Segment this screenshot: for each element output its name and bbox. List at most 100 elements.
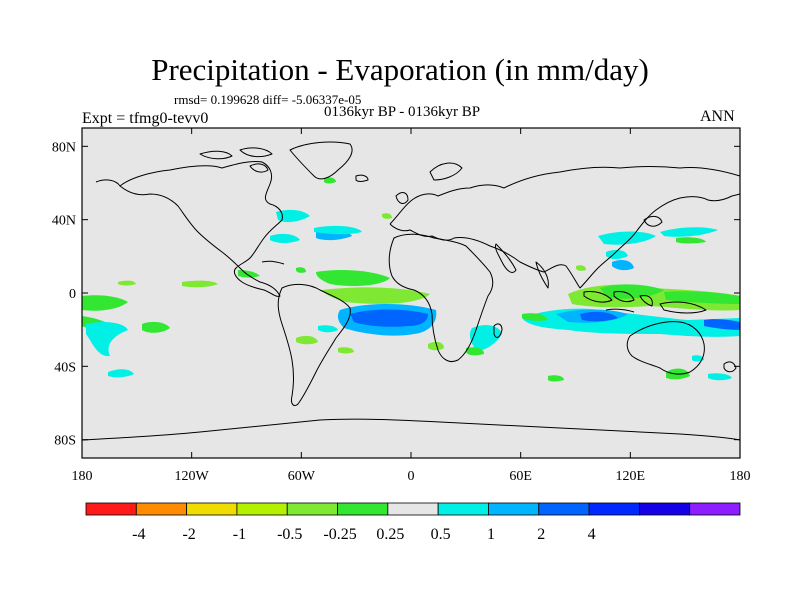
colorbar-swatch [236,502,288,516]
colorbar-label: 2 [537,526,545,543]
colorbar-label: -4 [132,526,145,543]
lon-tick-label: 60W [288,469,316,484]
anomaly-patch [182,280,218,288]
coastline-british-isles [395,192,409,204]
colorbar-swatch [337,502,389,516]
lon-tick-label: 180 [730,469,751,484]
anomaly-patch [276,209,310,223]
coastline-caribbean [261,260,285,265]
anomaly-patch [428,341,444,351]
axis-tick-labels: 80N 40N 0 40S 80S 180 120W 60W 0 60E 120E 180 [52,140,751,484]
anomaly-patch [142,321,170,333]
experiment-label: Expt = tfmg0-tevv0 [82,110,209,127]
coastline-borneo [613,291,635,303]
anomaly-patch [324,177,336,184]
colorbar-label: 4 [588,526,596,543]
anomaly-patch [296,335,318,345]
lon-tick-label: 180 [72,469,93,484]
colorbar-swatch [638,502,691,516]
anomaly-patch [692,355,704,362]
coastline-java [605,308,635,313]
coastline-arabia [495,243,517,273]
anomaly-patch [296,267,306,273]
season-label: ANN [700,108,735,125]
coastline-greenland [289,141,353,180]
coastline-africa [388,233,494,363]
plot-title: Precipitation - Evaporation (in mm/day) [151,52,649,87]
colorbar-swatch [85,502,137,516]
coastline-new-zealand [723,361,737,373]
coastline-south-america [277,283,351,407]
anomaly-patch [86,322,128,357]
colorbar [85,502,741,516]
colorbar-label: -2 [182,526,195,543]
anomaly-patch [466,347,484,356]
colorbar-label: 1 [487,526,495,543]
lon-tick-label: 120W [175,469,210,484]
anomaly-patch [548,375,564,382]
coastline-japan [643,215,663,227]
anomaly-patch [318,325,338,333]
lat-tick-label: 80N [52,140,76,155]
anomaly-patch [82,295,128,311]
colorbar-swatch [689,502,741,516]
anomaly-patch [704,319,740,330]
anomaly-patch [676,237,706,244]
coastline-india [535,261,549,289]
colorbar-swatch [387,502,439,516]
colorbar-swatch [286,502,338,516]
coastline-antarctica [81,418,741,441]
period-text: 0136kyr BP - 0136kyr BP [324,104,481,120]
anomaly-patch [118,280,136,286]
coastline-sumatra [583,291,613,303]
coastline-arctic-island [249,163,269,173]
coastline-australia [626,321,705,375]
axis-ticks [81,128,741,458]
coastline-arctic-island [199,150,233,160]
coastline-iceland [355,174,369,182]
anomaly-patch [522,313,548,321]
anomaly-patch [108,369,134,378]
coastlines [81,141,741,441]
colorbar-label: -1 [233,526,246,543]
anomaly-patches [82,177,740,382]
colorbar-label: -0.25 [323,526,356,543]
anomaly-patch [314,225,362,235]
anomaly-patch [660,227,718,237]
colorbar-label: -0.5 [277,526,302,543]
anomaly-patch [612,260,634,271]
colorbar-swatch [538,502,590,516]
anomaly-patch [382,213,392,219]
colorbar-swatch [588,502,640,516]
anomaly-patch [580,311,618,322]
stats-text: rmsd= 0.199628 diff= -5.06337e-05 [174,92,362,107]
coastline-sulawesi [639,295,653,307]
anomaly-patch [322,287,430,304]
lon-tick-label: 60E [509,469,532,484]
colorbar-label: 0.5 [431,526,451,543]
anomaly-patch [708,373,732,381]
coastline-alaska [95,179,121,187]
anomaly-patch [350,309,428,327]
lat-tick-label: 40N [52,214,76,229]
coastline-scandinavia [429,162,463,181]
coastline-arctic-island [239,147,273,158]
coastline-new-guinea [659,301,707,314]
anomaly-patch [598,231,656,245]
lat-tick-label: 40S [54,360,76,375]
colorbar-label: 0.25 [376,526,404,543]
lon-tick-label: 0 [408,469,415,484]
anomaly-patch [338,347,354,354]
coastline-north-america [119,161,283,297]
anomaly-patch [316,270,390,286]
colorbar-swatch [437,502,489,516]
colorbar-swatch [135,502,188,516]
anomaly-patch [576,265,586,271]
lat-tick-label: 80S [54,434,76,449]
anomaly-patch [270,233,300,243]
coastline-madagascar [493,323,503,338]
lat-tick-label: 0 [69,287,76,302]
colorbar-swatch [488,502,540,516]
lon-tick-label: 120E [616,469,646,484]
